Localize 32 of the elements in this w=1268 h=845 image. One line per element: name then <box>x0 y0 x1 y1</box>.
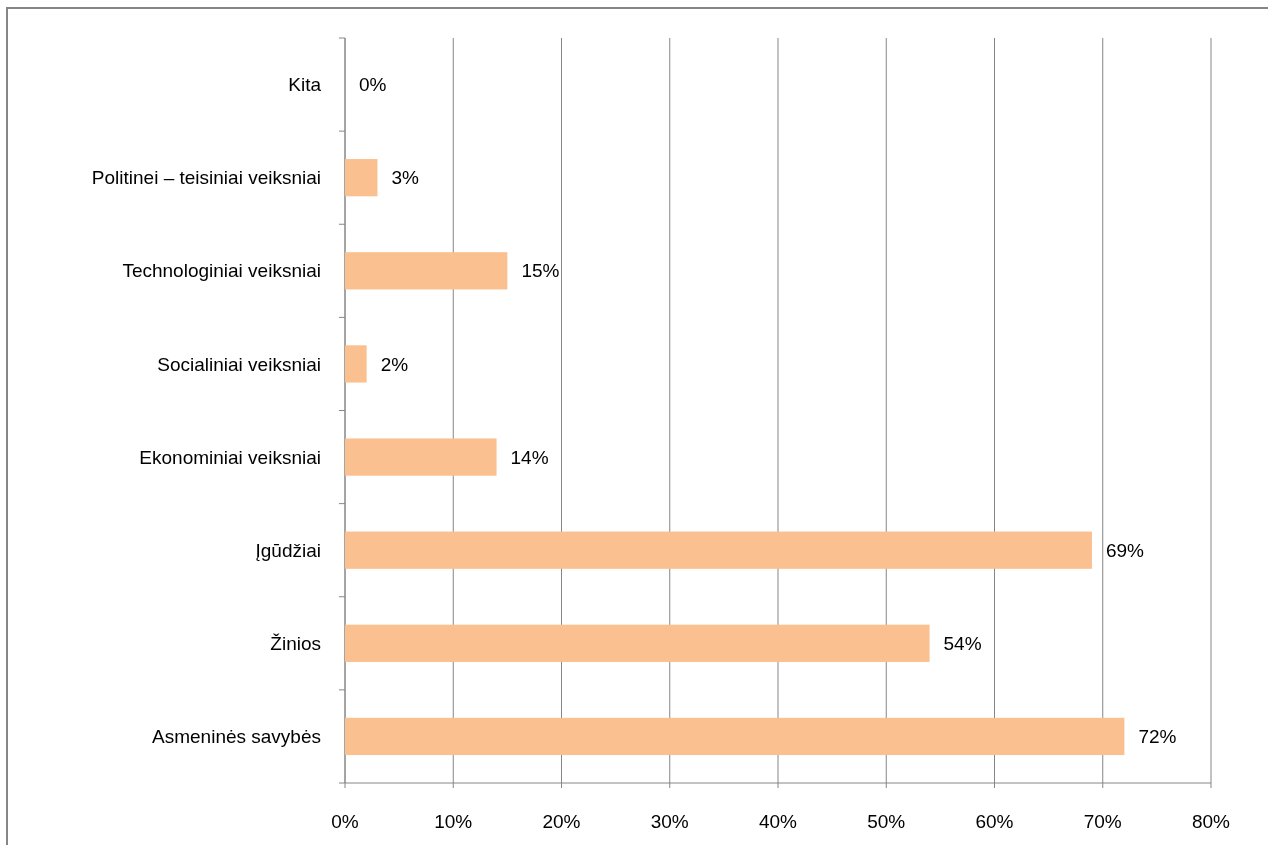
data-label: 15% <box>521 260 560 282</box>
data-label: 2% <box>380 353 409 375</box>
y-tick-label: Žinios <box>270 632 321 654</box>
x-tick-label: 10% <box>434 811 473 832</box>
data-label: 54% <box>943 632 982 654</box>
bar <box>345 252 508 290</box>
x-tick-label: 40% <box>758 811 798 832</box>
bar <box>345 717 1125 756</box>
y-tick-label: Politinei – teisiniai veiksniai <box>91 167 321 189</box>
bar <box>345 345 367 383</box>
data-label: 72% <box>1138 726 1177 748</box>
x-tick-label: 20% <box>542 811 581 832</box>
y-tick-label: Įgūdžiai <box>255 539 321 561</box>
y-tick-label: Asmeninės savybės <box>152 726 321 748</box>
y-tick-label: Technologiniai veiksniai <box>122 260 321 282</box>
x-tick-label: 70% <box>1083 811 1122 832</box>
x-tick-label: 50% <box>867 811 906 832</box>
bar <box>345 438 497 476</box>
x-tick-label: 80% <box>1191 811 1231 832</box>
data-label: 3% <box>391 167 420 189</box>
y-tick-label: Kita <box>288 74 322 96</box>
bar <box>345 159 378 197</box>
bar <box>345 531 1092 569</box>
y-tick-label: Ekonominiai veiksniai <box>139 446 321 468</box>
x-tick-label: 30% <box>650 811 689 832</box>
data-label: 69% <box>1105 539 1145 561</box>
bar <box>345 624 930 662</box>
data-label: 14% <box>510 446 549 468</box>
y-tick-label: Socialiniai veiksniai <box>157 353 321 375</box>
x-tick-label: 60% <box>975 811 1014 832</box>
data-label: 0% <box>359 74 387 96</box>
x-tick-label: 0% <box>331 811 359 832</box>
